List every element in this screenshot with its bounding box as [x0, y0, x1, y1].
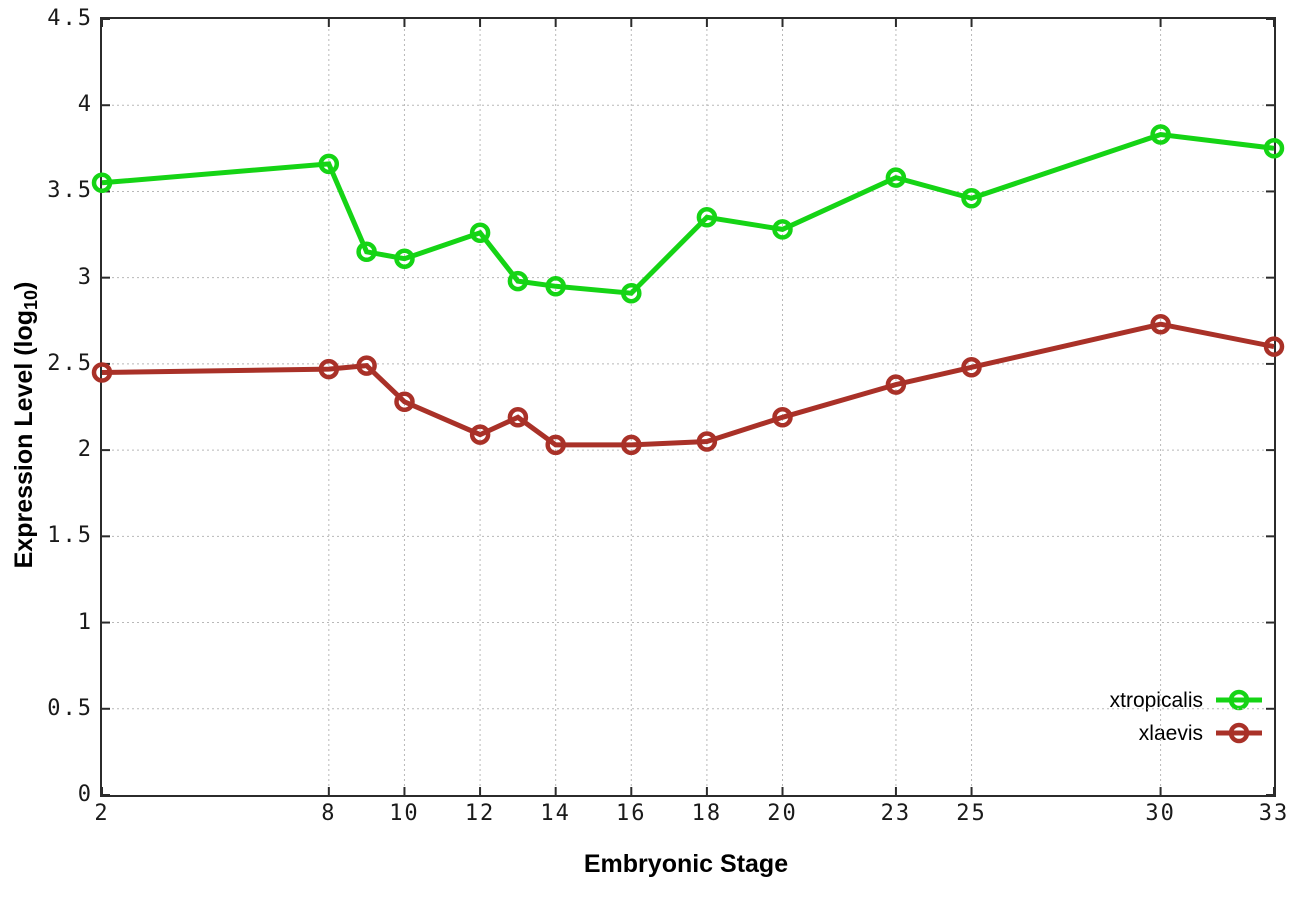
y-axis-title-close: ): [10, 281, 38, 290]
data-point-xlaevis: [507, 407, 529, 428]
legend-item-xlaevis: xlaevis: [1139, 721, 1262, 745]
series-line-xlaevis: [101, 321, 1275, 448]
chart-canvas: [91, 18, 1285, 796]
legend-item-xtropicalis: xtropicalis: [1110, 688, 1262, 712]
data-point-xlaevis: [961, 357, 982, 378]
x-tick-label: 23: [880, 801, 912, 826]
x-tick-label: 25: [956, 801, 987, 826]
series-line-xtropicalis: [101, 131, 1275, 296]
x-tick-label: 8: [321, 801, 337, 826]
legend-label-xtropicalis: xtropicalis: [1109, 688, 1203, 712]
data-point-xlaevis: [885, 374, 907, 395]
data-point-xlaevis: [1150, 313, 1171, 335]
y-tick-label: 1.5: [47, 523, 93, 549]
data-point-xtropicalis: [356, 241, 377, 263]
legend: xtropicalis xlaevis: [1110, 688, 1262, 745]
legend-sample-xlaevis: [1216, 722, 1262, 744]
x-tick-label: 16: [616, 801, 647, 826]
data-point-xtropicalis: [318, 153, 340, 175]
legend-sample-marker: [1228, 722, 1250, 744]
data-point-xtropicalis: [885, 167, 907, 188]
data-point-xtropicalis: [469, 222, 491, 244]
data-point-xtropicalis: [961, 188, 982, 209]
data-point-xtropicalis: [507, 270, 529, 292]
data-point-xlaevis: [621, 434, 642, 456]
x-tick-label: 10: [389, 801, 420, 826]
y-tick-label: 2: [77, 437, 93, 463]
data-point-xlaevis: [356, 355, 377, 376]
x-tick-label: 33: [1258, 801, 1290, 826]
data-point-xlaevis: [394, 391, 415, 413]
legend-label-xlaevis: xlaevis: [1138, 721, 1203, 745]
data-point-xtropicalis: [545, 276, 566, 297]
y-tick-label: 3: [77, 264, 93, 290]
y-tick-label: 2.5: [47, 350, 93, 376]
data-point-xtropicalis: [621, 282, 642, 304]
data-point-xlaevis: [318, 358, 340, 380]
x-tick-label: 30: [1145, 801, 1176, 826]
y-tick-label: 4: [77, 92, 93, 118]
data-point-xtropicalis: [696, 207, 718, 228]
data-point-xlaevis: [696, 431, 718, 452]
x-axis-title: Embryonic Stage: [583, 850, 789, 878]
y-axis-title-text: Expression Level (log: [10, 309, 38, 569]
data-point-xtropicalis: [91, 172, 113, 194]
legend-sample-xtropicalis: [1216, 689, 1262, 711]
data-point-xlaevis: [772, 407, 793, 428]
data-point-xlaevis: [1263, 336, 1285, 357]
y-tick-label: 4.5: [47, 6, 93, 31]
legend-sample-marker: [1228, 689, 1250, 711]
data-point-xtropicalis: [1263, 138, 1285, 159]
y-tick-label: 0.5: [47, 695, 93, 721]
y-axis-title: Expression Level (log10): [10, 282, 42, 569]
plot-area: xtropicalis xlaevis 0 0.5 1 1.5 2 2.5 3 3.5 4 4.5 2…: [47, 8, 1287, 825]
x-tick-label: 12: [464, 801, 496, 826]
x-tick-label: 18: [691, 801, 723, 826]
data-point-xlaevis: [469, 424, 491, 445]
y-tick-label: 1: [77, 609, 93, 635]
data-point-xtropicalis: [394, 248, 415, 269]
data-point-xlaevis: [91, 362, 113, 383]
x-tick-label: 14: [540, 801, 571, 826]
x-tick-label: 20: [767, 801, 798, 826]
y-tick-label: 0: [77, 782, 93, 807]
x-tick-label: 2: [94, 801, 110, 826]
data-point-xlaevis: [545, 434, 566, 456]
y-tick-label: 3.5: [47, 178, 93, 204]
data-point-xtropicalis: [772, 219, 793, 240]
data-point-xtropicalis: [1150, 124, 1171, 145]
y-axis-title-subscript: 10: [21, 289, 41, 310]
